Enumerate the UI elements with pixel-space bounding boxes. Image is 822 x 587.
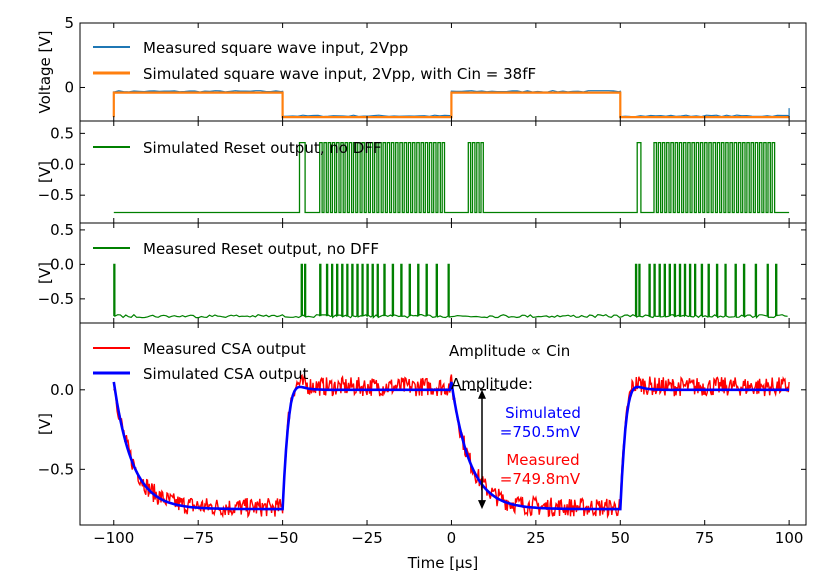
csa-annotations: Amplitude ∝ Cin Amplitude: Simulated=750.5… — [449, 342, 581, 510]
y-axis-label: [V] — [36, 413, 54, 435]
annotation-title: Amplitude ∝ Cin — [449, 342, 570, 360]
legend-simulated-square-wave: Simulated square wave input, 2Vpp, with … — [143, 65, 536, 83]
x-tick-label: 100 — [775, 529, 804, 547]
annotation-amplitude-label: Amplitude: — [451, 375, 533, 393]
x-axis-label: Time [μs] — [407, 554, 479, 572]
y-axis-label: [V] — [36, 161, 54, 183]
x-tick-label: 50 — [611, 529, 630, 547]
y-tick-label: 0.5 — [50, 221, 74, 239]
panel-frame — [79, 222, 807, 324]
x-tick-label: −75 — [182, 529, 214, 547]
y-tick-label: 0 — [64, 78, 74, 96]
legend-simulated-reset: Simulated Reset output, no DFF — [143, 139, 382, 157]
y-axis-label: Voltage [V] — [36, 31, 54, 114]
y-tick-label: −0.5 — [38, 460, 74, 478]
legend-measured-reset: Measured Reset output, no DFF — [143, 240, 379, 258]
series-simulated-csa — [112, 381, 790, 511]
panel-square-wave-input: 5 0 Voltage [V] Measured square wave input,… — [36, 14, 806, 119]
series-simulated-reset — [113, 141, 790, 214]
x-tick-label: 0 — [447, 529, 457, 547]
amplitude-arrow-head-down — [478, 500, 486, 510]
y-tick-label: −0.5 — [38, 186, 74, 204]
panel-frame — [79, 120, 807, 224]
panel-measured-reset: 0.5 0.0 −0.5 [V] Measured Reset output, no D… — [36, 221, 806, 319]
series-simulated-square-wave — [112, 91, 790, 119]
annotation-measured-label: Measured — [506, 451, 579, 469]
series-measured-csa — [113, 373, 790, 520]
panel-simulated-reset: 0.5 0.0 −0.5 [V] Simulated Reset output, no … — [36, 124, 806, 214]
annotation-simulated-label: Simulated — [505, 404, 581, 422]
y-tick-label: 0.0 — [50, 255, 74, 273]
y-tick-label: 0.0 — [50, 381, 74, 399]
x-axis: −100 −75 −50 −25 0 25 50 75 100 Time [μs] — [93, 23, 803, 572]
legend-measured-square-wave: Measured square wave input, 2Vpp — [143, 39, 408, 57]
legend-simulated-csa: Simulated CSA output — [143, 365, 308, 383]
amplitude-arrow-head-up — [478, 389, 486, 399]
series-measured-reset — [113, 263, 788, 319]
annotation-measured-value: =749.8mV — [500, 470, 581, 488]
panel-frame — [79, 322, 807, 526]
x-tick-label: −25 — [351, 529, 383, 547]
y-tick-label: 0.5 — [50, 124, 74, 142]
y-axis-label: [V] — [36, 262, 54, 284]
y-tick-label: 5 — [64, 14, 74, 32]
y-tick-label: 0.0 — [50, 155, 74, 173]
legend-measured-csa: Measured CSA output — [143, 340, 306, 358]
x-tick-label: 75 — [695, 529, 714, 547]
x-tick-label: −50 — [267, 529, 299, 547]
panel-csa-output: 0.0 −0.5 [V] Measured CSA output Simulated C… — [36, 340, 806, 520]
annotation-simulated-value: =750.5mV — [500, 423, 581, 441]
y-tick-label: −0.5 — [38, 290, 74, 308]
x-tick-label: −100 — [93, 529, 134, 547]
x-tick-label: 25 — [526, 529, 545, 547]
